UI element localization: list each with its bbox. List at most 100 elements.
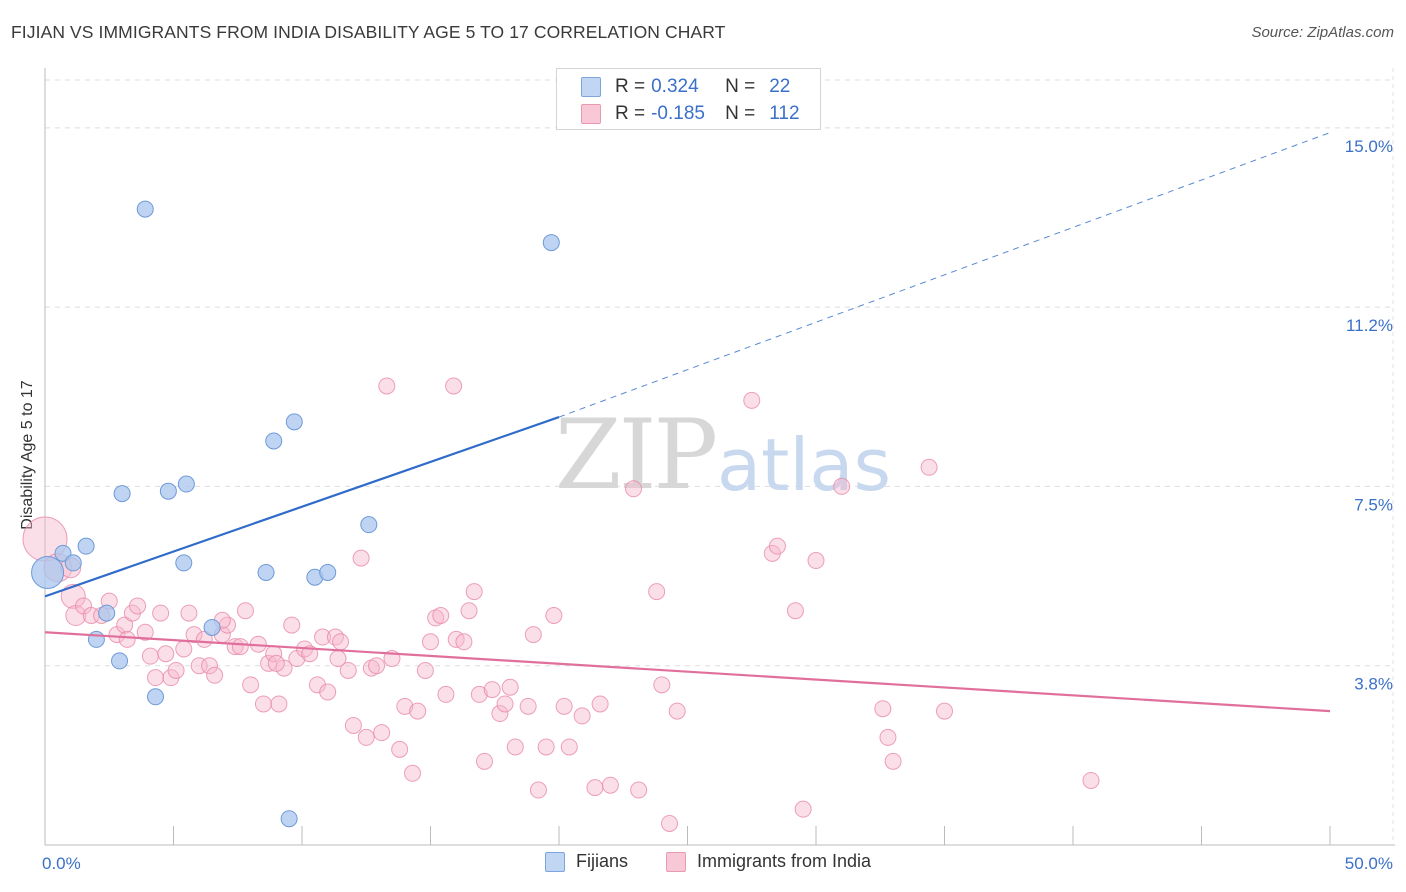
india-point [332, 633, 350, 651]
india-point [396, 697, 414, 715]
india-point [653, 676, 671, 694]
grid-lines [45, 79, 1395, 667]
india-point [455, 633, 473, 651]
india-point [519, 697, 537, 715]
india-point [630, 781, 648, 799]
watermark-zip: ZIP [555, 399, 716, 511]
india-point [314, 628, 332, 646]
y-tick-label: 15.0% [1345, 137, 1393, 156]
y-tick-label: 7.5% [1354, 495, 1393, 514]
fijian-point [257, 563, 275, 581]
india-point [483, 681, 501, 699]
fijian-trend-line [44, 416, 560, 598]
india-point [195, 630, 213, 648]
india-point [668, 702, 686, 720]
fijian-point [203, 618, 221, 636]
correlation-legend: R = 0.324 N = 22 R = -0.185 N = 112 [556, 68, 821, 130]
r-value: -0.185 [651, 103, 705, 124]
india-point [283, 616, 301, 634]
legend-row-india: R = -0.185 N = 112 [581, 103, 800, 125]
india-point [404, 764, 422, 782]
india-point [1082, 771, 1100, 789]
chart-title: FIJIAN VS IMMIGRANTS FROM INDIA DISABILI… [11, 22, 726, 42]
india-point [465, 583, 483, 601]
fijian-point [98, 604, 116, 622]
india-point [60, 583, 86, 609]
fijian-point [87, 630, 105, 648]
india-point [136, 623, 154, 641]
fijian-point [64, 554, 82, 572]
legend-item-india: Immigrants from India [666, 851, 871, 872]
india-points [22, 377, 1100, 832]
india-point [437, 685, 455, 703]
india-point [555, 697, 573, 715]
india-point [794, 800, 812, 818]
india-point [231, 638, 249, 656]
fijian-point [77, 537, 95, 555]
india-point [475, 752, 493, 770]
fijian-point [136, 200, 154, 218]
india-point [326, 628, 344, 646]
fijians-legend-swatch [545, 851, 565, 872]
india-point [329, 650, 347, 668]
india-point [501, 678, 519, 696]
india-legend-swatch [666, 851, 686, 872]
india-trend-line [44, 631, 1331, 713]
x-tick-label: 0.0% [42, 854, 81, 873]
india-point [884, 752, 902, 770]
india-point [874, 700, 892, 718]
india-point [141, 647, 159, 665]
india-point [529, 781, 547, 799]
n-label: N = [725, 76, 756, 97]
watermark: ZIP atlas [555, 399, 891, 511]
india-point [524, 626, 542, 644]
india-point [432, 607, 450, 624]
india-point [648, 583, 666, 601]
india-point [129, 597, 147, 615]
r-value: 0.324 [651, 76, 699, 97]
tick-labels: 3.8% 7.5% 11.2% 15.0% 0.0% 50.0% [42, 137, 1393, 873]
india-point [591, 695, 609, 713]
india-point [786, 602, 804, 620]
fijian-point [147, 688, 165, 706]
fijians-legend-label: Fijians [576, 851, 629, 871]
india-point [236, 602, 254, 620]
source-label: Source: ZipAtlas.com [1251, 24, 1394, 41]
india-point [661, 814, 679, 832]
trend-lines [44, 132, 1331, 713]
india-point [378, 377, 396, 395]
india-point [833, 477, 851, 495]
fijian-point [280, 810, 298, 828]
india-point [242, 676, 260, 694]
india-point [743, 391, 761, 409]
india-point [545, 607, 563, 624]
india-point [496, 695, 514, 713]
y-tick-label: 11.2% [1346, 316, 1393, 335]
fijians-swatch [581, 77, 601, 97]
fijian-point [319, 563, 337, 581]
fijian-point [360, 516, 378, 534]
india-point [460, 602, 478, 620]
india-point [319, 683, 337, 701]
india-point [200, 657, 218, 675]
x-tick-label: 50.0% [1345, 854, 1393, 873]
fijian-point [159, 482, 177, 500]
india-point [491, 705, 509, 723]
n-label: N = [725, 103, 756, 124]
axes [44, 68, 1395, 846]
india-point [506, 738, 524, 756]
india-point [920, 458, 938, 476]
india-point [267, 654, 285, 672]
india-point [190, 657, 208, 675]
fijian-point [285, 413, 303, 431]
fijian-point [113, 485, 131, 503]
india-point [270, 695, 288, 713]
india-point [601, 776, 619, 794]
india-point [879, 728, 897, 746]
fijian-point [175, 554, 193, 572]
fijian-trend-extension [558, 132, 1331, 418]
india-point [167, 661, 185, 679]
legend-item-fijians: Fijians [545, 851, 628, 872]
india-point [352, 549, 370, 567]
